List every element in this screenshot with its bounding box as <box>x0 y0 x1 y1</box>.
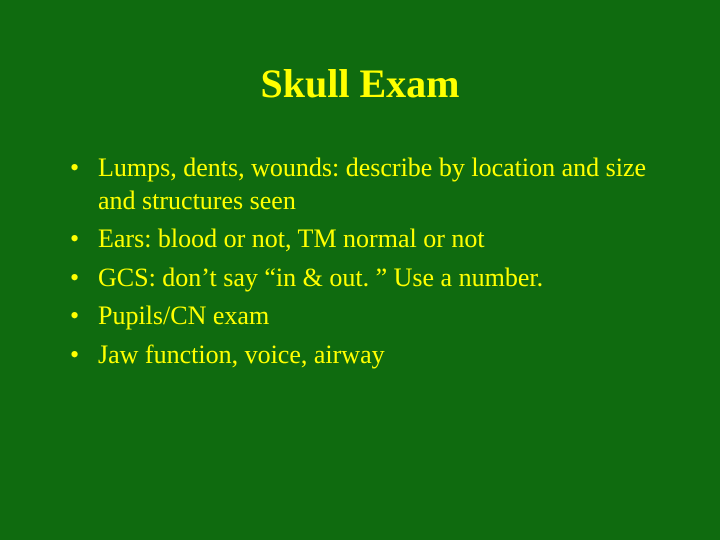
bullet-list: • Lumps, dents, wounds: describe by loca… <box>60 152 660 371</box>
bullet-text: Pupils/CN exam <box>98 300 660 333</box>
bullet-icon: • <box>70 262 98 295</box>
bullet-text: Lumps, dents, wounds: describe by locati… <box>98 152 660 217</box>
bullet-icon: • <box>70 152 98 185</box>
bullet-text: GCS: don’t say “in & out. ” Use a number… <box>98 262 660 295</box>
list-item: • Pupils/CN exam <box>70 300 660 333</box>
list-item: • Ears: blood or not, TM normal or not <box>70 223 660 256</box>
list-item: • Jaw function, voice, airway <box>70 339 660 372</box>
slide-title: Skull Exam <box>60 60 660 107</box>
slide-container: Skull Exam • Lumps, dents, wounds: descr… <box>0 0 720 540</box>
bullet-icon: • <box>70 300 98 333</box>
list-item: • Lumps, dents, wounds: describe by loca… <box>70 152 660 217</box>
bullet-text: Jaw function, voice, airway <box>98 339 660 372</box>
list-item: • GCS: don’t say “in & out. ” Use a numb… <box>70 262 660 295</box>
bullet-icon: • <box>70 339 98 372</box>
bullet-text: Ears: blood or not, TM normal or not <box>98 223 660 256</box>
bullet-icon: • <box>70 223 98 256</box>
